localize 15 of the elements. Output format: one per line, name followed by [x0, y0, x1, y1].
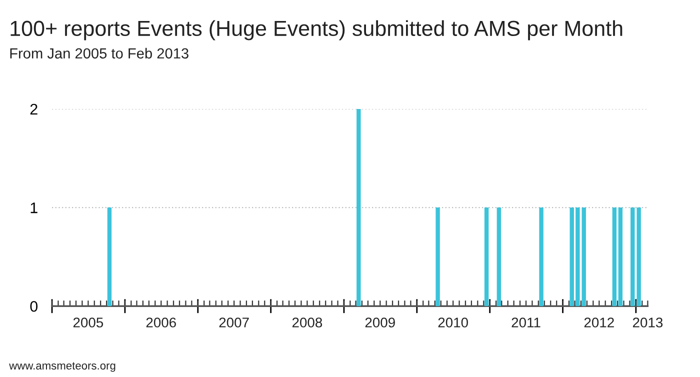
x-tick-label: 2006: [146, 318, 176, 328]
chart-title: 100+ reports Events (Huge Events) submitted to AMS per Month: [10, 20, 622, 40]
x-tick-label: 2005: [73, 318, 104, 328]
chart-subtitle: From Jan 2005 to Feb 2013: [10, 48, 188, 59]
x-tick-label: 2013: [632, 318, 663, 328]
y-tick-label: 2: [30, 104, 38, 114]
x-tick-label: 2008: [292, 318, 322, 328]
x-tick-label: 2011: [512, 318, 540, 328]
x-tick-label: 2010: [438, 318, 468, 328]
y-tick-label: 0: [30, 300, 38, 312]
x-tick-label: 2009: [365, 318, 395, 328]
text: www.amsmeteors.org: [9, 362, 116, 372]
y-tick-label: 1: [30, 202, 38, 214]
x-tick-label: 2012: [584, 318, 614, 328]
x-tick-label: 2007: [219, 318, 249, 328]
